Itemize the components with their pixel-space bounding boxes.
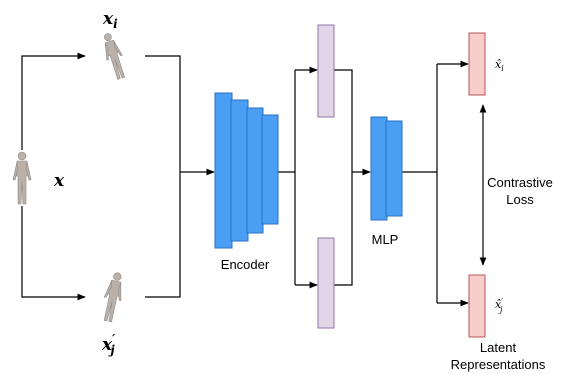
- human-figure: [100, 271, 127, 323]
- diagram: xi x x′j Encoder MLP x̂i x̂′j Contrastiv…: [0, 0, 569, 374]
- latent-caption: Representations: [451, 357, 546, 372]
- latent-label: x̂′j: [495, 297, 503, 314]
- input-label: x′j: [101, 332, 116, 357]
- input-label: x: [53, 171, 65, 191]
- embedding-block: [318, 25, 334, 117]
- loss-label: Contrastive: [487, 175, 553, 190]
- mlp-label: MLP: [372, 232, 399, 247]
- latent-block: [469, 33, 485, 95]
- mlp-block: [371, 117, 402, 220]
- embedding-block: [318, 238, 334, 328]
- latent-label: x̂i: [495, 58, 504, 73]
- input-label: xi: [102, 9, 118, 31]
- encoder-label: Encoder: [221, 257, 270, 272]
- human-figure: [13, 152, 31, 204]
- latent-caption: Latent: [480, 340, 517, 355]
- encoder-block: [215, 93, 278, 248]
- loss-label: Loss: [506, 192, 534, 207]
- latent-block: [469, 275, 485, 337]
- human-figure: [99, 31, 129, 81]
